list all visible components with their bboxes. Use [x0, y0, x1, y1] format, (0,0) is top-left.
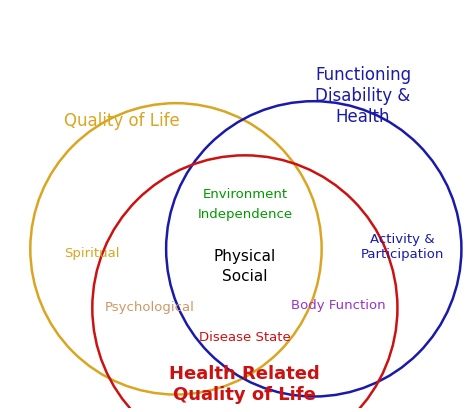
- Text: Spiritual: Spiritual: [64, 247, 120, 260]
- Text: Disease State: Disease State: [199, 331, 291, 344]
- Text: Quality of Life: Quality of Life: [64, 112, 180, 130]
- Text: Physical: Physical: [214, 249, 276, 264]
- Text: Independence: Independence: [197, 208, 292, 221]
- Text: Body Function: Body Function: [291, 300, 386, 312]
- Text: Environment: Environment: [202, 188, 287, 201]
- Text: Activity &
Participation: Activity & Participation: [361, 233, 444, 261]
- Text: Functioning
Disability &
Health: Functioning Disability & Health: [315, 66, 411, 126]
- Text: Social: Social: [222, 269, 268, 284]
- Text: Health Related
Quality of Life: Health Related Quality of Life: [170, 365, 320, 404]
- Text: Psychological: Psychological: [104, 302, 194, 314]
